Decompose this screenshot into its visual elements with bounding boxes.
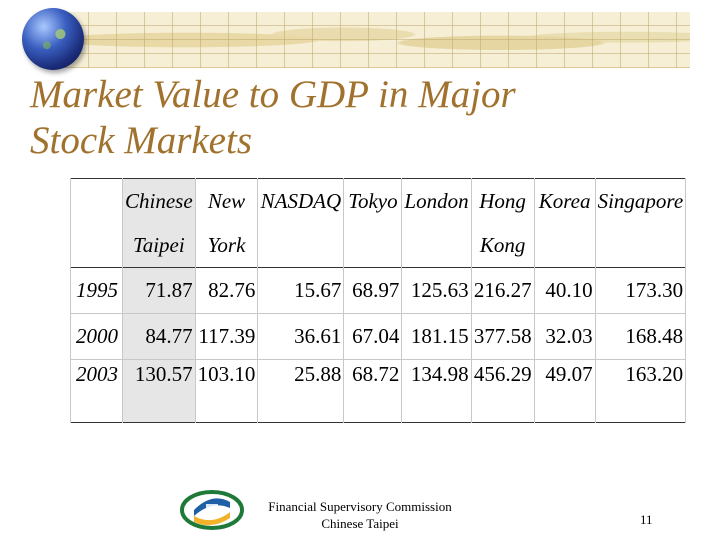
header-cell: London: [401, 178, 472, 268]
value-cell: 134.98: [401, 359, 472, 423]
footer-org-line-2: Chinese Taipei: [321, 516, 399, 531]
year-cell: 1995: [70, 267, 123, 314]
market-value-table: Chinese Taipei New York NASDAQ Tokyo Londo…: [70, 178, 687, 423]
header-cell: New York: [194, 178, 259, 268]
value-cell: 25.88: [257, 359, 345, 423]
year-cell: 2003: [70, 359, 123, 423]
value-cell: 68.72: [343, 359, 403, 423]
value-cell: 168.48: [594, 313, 687, 360]
value-cell: 32.03: [533, 313, 596, 360]
value-cell: 40.10: [533, 267, 596, 314]
title-line-2: Stock Markets: [30, 119, 253, 162]
header-corner: [70, 178, 123, 268]
table-row: 2003 130.57 103.10 25.88 68.72 134.98 45…: [70, 359, 687, 423]
table-row: 1995 71.87 82.76 15.67 68.97 125.63 216.…: [70, 267, 687, 314]
title-line-1: Market Value to GDP in Major: [30, 73, 516, 116]
slide-title: Market Value to GDP in Major Stock Marke…: [30, 72, 516, 164]
footer-organization: Financial Supervisory Commission Chinese…: [250, 498, 470, 532]
header-cell: Chinese Taipei: [122, 178, 196, 268]
header-row: Chinese Taipei New York NASDAQ Tokyo Londo…: [70, 178, 687, 268]
header-cell: Tokyo: [343, 178, 403, 268]
value-cell: 49.07: [533, 359, 596, 423]
value-cell: 67.04: [343, 313, 403, 360]
globe-icon: [22, 8, 84, 70]
table-row: 2000 84.77 117.39 36.61 67.04 181.15 377…: [70, 313, 687, 360]
value-cell: 377.58: [470, 313, 535, 360]
header-cell: Korea: [533, 178, 596, 268]
value-cell: 117.39: [194, 313, 259, 360]
world-map-banner: [60, 12, 690, 68]
header-cell: Singapore: [594, 178, 687, 268]
value-cell: 15.67: [257, 267, 345, 314]
value-cell: 181.15: [401, 313, 472, 360]
year-cell: 2000: [70, 313, 123, 360]
value-cell: 68.97: [343, 267, 403, 314]
value-cell: 103.10: [194, 359, 259, 423]
fsc-logo-icon: [180, 490, 244, 530]
value-cell: 173.30: [594, 267, 687, 314]
footer-org-line-1: Financial Supervisory Commission: [268, 499, 452, 514]
header-cell: Hong Kong: [470, 178, 535, 268]
page-number: 11: [640, 512, 653, 527]
value-cell: 84.77: [122, 313, 196, 360]
value-cell: 456.29: [470, 359, 535, 423]
value-cell: 216.27: [470, 267, 535, 314]
value-cell: 163.20: [594, 359, 687, 423]
value-cell: 130.57: [122, 359, 196, 423]
value-cell: 36.61: [257, 313, 345, 360]
value-cell: 82.76: [194, 267, 259, 314]
value-cell: 71.87: [122, 267, 196, 314]
header-cell: NASDAQ: [257, 178, 345, 268]
value-cell: 125.63: [401, 267, 472, 314]
